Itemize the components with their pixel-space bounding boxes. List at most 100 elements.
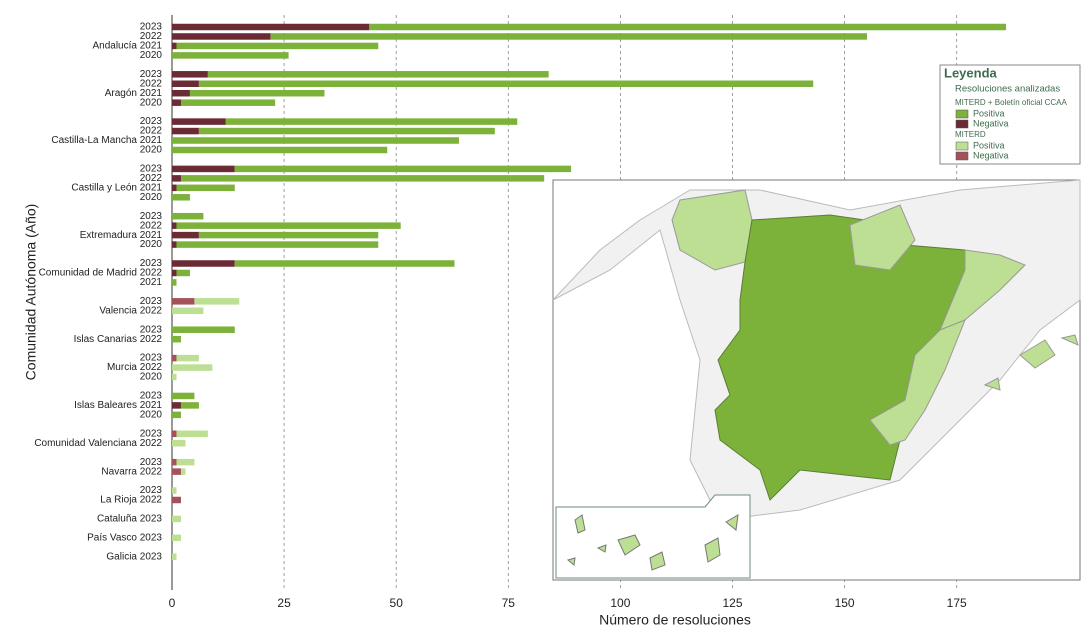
x-axis-label: Número de resoluciones (599, 612, 751, 628)
x-tick-label: 125 (722, 596, 742, 610)
bar (234, 165, 572, 173)
bar (172, 99, 181, 106)
bar (172, 298, 195, 305)
x-tick-label: 75 (502, 596, 516, 610)
y-tick-label: País Vasco 2023 (87, 532, 162, 543)
region (849, 204, 916, 271)
legend-group: MITERD + Boletín oficial CCAA (955, 98, 1067, 107)
y-tick-label: 2023 (140, 324, 163, 335)
x-tick-label: 175 (947, 596, 967, 610)
y-tick-label: La Rioja 2022 (100, 495, 162, 506)
y-tick-label: Murcia 2022 (107, 362, 162, 373)
legend-group: MITERD (955, 130, 986, 139)
y-tick-label: 2023 (140, 164, 163, 175)
bar (176, 354, 199, 362)
x-tick-label: 0 (169, 596, 176, 610)
bar (172, 326, 235, 333)
bar (176, 222, 401, 229)
bar (172, 241, 177, 248)
bar (225, 118, 518, 125)
y-tick-label: Andalucía 2021 (92, 41, 162, 52)
bar (189, 89, 325, 97)
bar (172, 175, 181, 182)
y-tick-label: 2023 (140, 211, 163, 222)
bar (172, 269, 177, 277)
bar (172, 71, 208, 78)
bar (172, 468, 181, 475)
bar (180, 175, 545, 182)
bar (172, 222, 177, 229)
y-tick-label: 2023 (140, 69, 163, 80)
bar (194, 298, 240, 305)
region (671, 189, 753, 271)
bar (180, 402, 199, 409)
y-tick-label: 2023 (140, 22, 163, 33)
y-tick-label: Islas Baleares 2021 (74, 400, 162, 411)
bar (172, 260, 235, 267)
bar (172, 364, 213, 371)
region (939, 249, 1026, 331)
bar (172, 194, 190, 201)
legend-swatch (955, 151, 969, 161)
bar (172, 515, 181, 523)
y-tick-label: Galicia 2023 (106, 551, 162, 562)
legend-title: Leyenda (944, 65, 998, 80)
bar (172, 439, 186, 447)
y-tick-label: Comunidad Valenciana 2022 (34, 438, 162, 449)
bar (172, 392, 195, 400)
y-tick-label: 2020 (140, 97, 163, 108)
bar (172, 165, 235, 173)
bar (172, 307, 204, 315)
bar (176, 241, 379, 248)
bar (207, 71, 549, 78)
region (869, 319, 966, 446)
y-tick-label: 2023 (140, 296, 163, 307)
legend-subtitle: Resoluciones analizadas (955, 84, 1060, 95)
map (552, 179, 1081, 581)
bar (172, 33, 271, 40)
islands (983, 334, 1079, 391)
bar (172, 146, 388, 154)
bar (172, 23, 370, 31)
bar (172, 52, 289, 59)
y-tick-label: Extremadura 2021 (80, 230, 163, 241)
x-tick-label: 100 (610, 596, 630, 610)
bar (172, 553, 177, 561)
y-tick-label: 2023 (140, 258, 163, 269)
y-tick-label: 2023 (140, 428, 163, 439)
bar (172, 487, 177, 494)
bar (176, 42, 379, 50)
legend-label: Negativa (973, 118, 1009, 128)
bar (172, 118, 226, 125)
y-tick-label: Islas Canarias 2022 (74, 334, 163, 345)
bar (172, 184, 177, 192)
y-tick-label: 2022 (140, 126, 163, 137)
x-tick-label: 50 (390, 596, 404, 610)
y-tick-label: Castilla y León 2021 (71, 182, 162, 193)
legend-label: Negativa (973, 150, 1009, 160)
y-tick-label: 2023 (140, 353, 163, 364)
bar (172, 80, 199, 88)
bar (180, 468, 186, 475)
bar (198, 231, 379, 239)
bar (172, 458, 177, 466)
x-tick-label: 150 (835, 596, 855, 610)
y-tick-label: 2023 (140, 485, 163, 496)
y-axis-label: Comunidad Autónoma (Año) (23, 204, 39, 381)
x-tick-label: 25 (277, 596, 291, 610)
bar (172, 496, 181, 504)
bar (270, 33, 868, 40)
bar (176, 430, 208, 438)
bar (172, 279, 177, 286)
bar (172, 430, 177, 438)
bar (172, 137, 459, 144)
bar (172, 411, 181, 419)
y-tick-label: Valencia 2022 (99, 305, 162, 316)
bar (176, 458, 195, 466)
y-tick-label: 2021 (140, 277, 163, 288)
y-tick-label: 2022 (140, 31, 163, 42)
y-tick-label: 2023 (140, 457, 163, 468)
y-tick-label: 2023 (140, 116, 163, 127)
bar (172, 231, 199, 239)
